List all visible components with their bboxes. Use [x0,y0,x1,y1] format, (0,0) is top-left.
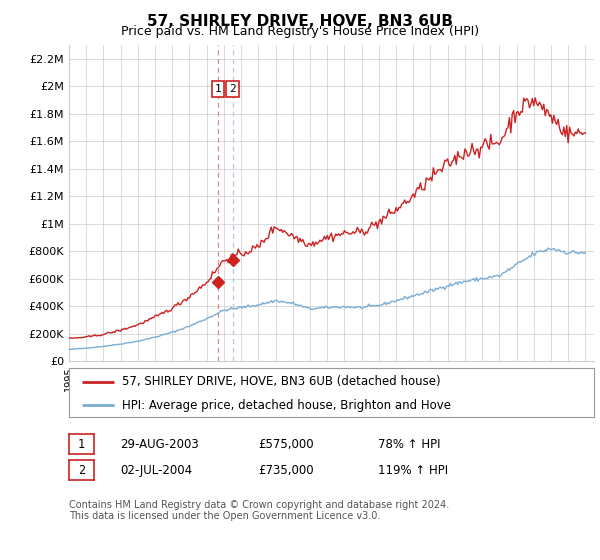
Text: 57, SHIRLEY DRIVE, HOVE, BN3 6UB (detached house): 57, SHIRLEY DRIVE, HOVE, BN3 6UB (detach… [121,375,440,388]
Text: Contains HM Land Registry data © Crown copyright and database right 2024.
This d: Contains HM Land Registry data © Crown c… [69,500,449,521]
Text: £575,000: £575,000 [258,437,314,451]
Text: 57, SHIRLEY DRIVE, HOVE, BN3 6UB: 57, SHIRLEY DRIVE, HOVE, BN3 6UB [147,14,453,29]
Text: 1: 1 [215,84,221,94]
Text: 2: 2 [229,84,236,94]
Text: 119% ↑ HPI: 119% ↑ HPI [378,464,448,477]
Text: 02-JUL-2004: 02-JUL-2004 [120,464,192,477]
Text: 29-AUG-2003: 29-AUG-2003 [120,437,199,451]
Text: 2: 2 [78,464,85,477]
Text: 1: 1 [78,437,85,451]
Text: 78% ↑ HPI: 78% ↑ HPI [378,437,440,451]
Text: HPI: Average price, detached house, Brighton and Hove: HPI: Average price, detached house, Brig… [121,399,451,412]
Text: £735,000: £735,000 [258,464,314,477]
Text: Price paid vs. HM Land Registry's House Price Index (HPI): Price paid vs. HM Land Registry's House … [121,25,479,38]
